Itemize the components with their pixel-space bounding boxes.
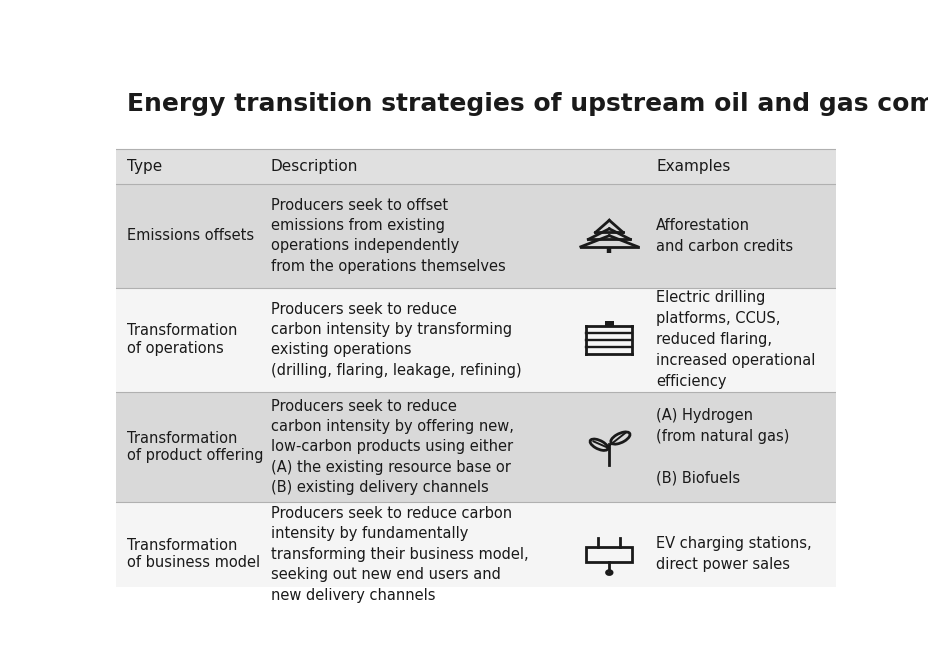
Text: Energy transition strategies of upstream oil and gas companies: Energy transition strategies of upstream… — [127, 92, 928, 116]
Text: Electric drilling
platforms, CCUS,
reduced flaring,
increased operational
effici: Electric drilling platforms, CCUS, reduc… — [655, 290, 815, 389]
FancyBboxPatch shape — [116, 149, 835, 184]
Text: EV charging stations,
direct power sales: EV charging stations, direct power sales — [655, 536, 811, 572]
Text: Afforestation
and carbon credits: Afforestation and carbon credits — [655, 217, 793, 254]
Text: Examples: Examples — [655, 159, 729, 174]
Text: Description: Description — [271, 159, 358, 174]
Text: Producers seek to reduce
carbon intensity by transforming
existing operations
(d: Producers seek to reduce carbon intensit… — [271, 302, 521, 378]
FancyBboxPatch shape — [116, 184, 835, 287]
FancyBboxPatch shape — [116, 391, 835, 502]
Text: Transformation
of business model: Transformation of business model — [127, 538, 260, 571]
Text: Producers seek to offset
emissions from existing
operations independently
from t: Producers seek to offset emissions from … — [271, 198, 505, 273]
Text: Producers seek to reduce
carbon intensity by offering new,
low-carbon products u: Producers seek to reduce carbon intensit… — [271, 399, 513, 496]
Text: Type: Type — [127, 159, 162, 174]
FancyBboxPatch shape — [116, 502, 835, 606]
Text: (A) Hydrogen
(from natural gas)

(B) Biofuels: (A) Hydrogen (from natural gas) (B) Biof… — [655, 408, 789, 486]
FancyBboxPatch shape — [116, 287, 835, 391]
Text: Transformation
of product offering: Transformation of product offering — [127, 431, 264, 463]
Text: Transformation
of operations: Transformation of operations — [127, 324, 237, 356]
Polygon shape — [604, 321, 613, 326]
Text: Emissions offsets: Emissions offsets — [127, 228, 253, 243]
Text: Producers seek to reduce carbon
intensity by fundamentally
transforming their bu: Producers seek to reduce carbon intensit… — [271, 506, 528, 602]
